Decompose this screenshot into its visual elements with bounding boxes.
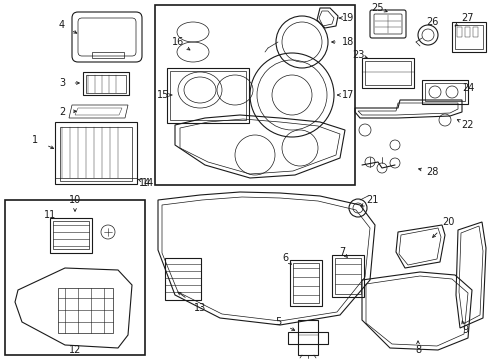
Text: 22: 22 <box>461 120 473 130</box>
Text: 9: 9 <box>461 325 467 335</box>
Text: 11: 11 <box>44 210 56 220</box>
Text: 2: 2 <box>59 107 65 117</box>
Bar <box>424 83 464 101</box>
Text: 19: 19 <box>341 13 353 23</box>
Bar <box>53 221 89 249</box>
Text: 15: 15 <box>157 90 169 100</box>
Bar <box>60 127 132 181</box>
Bar <box>155 5 354 185</box>
Text: 18: 18 <box>341 37 353 47</box>
Text: 27: 27 <box>460 13 472 23</box>
Text: 24: 24 <box>461 83 473 93</box>
Text: 13: 13 <box>193 303 206 313</box>
Bar <box>83 72 129 95</box>
Bar <box>55 122 137 184</box>
Bar <box>334 258 360 294</box>
Bar <box>167 68 248 123</box>
Text: 25: 25 <box>371 3 384 13</box>
Bar <box>164 258 201 300</box>
Bar <box>297 320 317 355</box>
Text: 8: 8 <box>414 345 420 355</box>
Bar <box>292 263 318 303</box>
Bar <box>50 218 92 253</box>
Text: 14: 14 <box>139 178 151 188</box>
Bar <box>287 332 327 344</box>
Bar <box>451 22 485 52</box>
Text: 14: 14 <box>142 178 154 188</box>
Text: 12: 12 <box>69 345 81 355</box>
Bar <box>454 25 482 49</box>
Text: 26: 26 <box>425 17 437 27</box>
Bar <box>331 255 363 297</box>
Bar <box>472 27 477 37</box>
Text: 17: 17 <box>341 90 353 100</box>
Text: 4: 4 <box>59 20 65 30</box>
Text: 16: 16 <box>171 37 184 47</box>
Bar <box>464 27 469 37</box>
Text: 21: 21 <box>365 195 377 205</box>
Text: 23: 23 <box>351 50 364 60</box>
Text: 10: 10 <box>69 195 81 205</box>
Text: 1: 1 <box>32 135 38 145</box>
Bar <box>364 61 410 85</box>
Text: 5: 5 <box>274 317 281 327</box>
Bar <box>421 80 467 104</box>
Bar <box>5 200 145 355</box>
Text: 7: 7 <box>338 247 345 257</box>
Bar <box>361 58 413 88</box>
Text: 28: 28 <box>425 167 437 177</box>
Bar <box>289 260 321 306</box>
Bar <box>86 75 126 93</box>
Text: 20: 20 <box>441 217 453 227</box>
Bar <box>58 288 113 333</box>
Text: 6: 6 <box>282 253 287 263</box>
Bar <box>170 71 245 120</box>
Bar <box>456 27 461 37</box>
Bar <box>92 52 124 58</box>
Text: 3: 3 <box>59 78 65 88</box>
